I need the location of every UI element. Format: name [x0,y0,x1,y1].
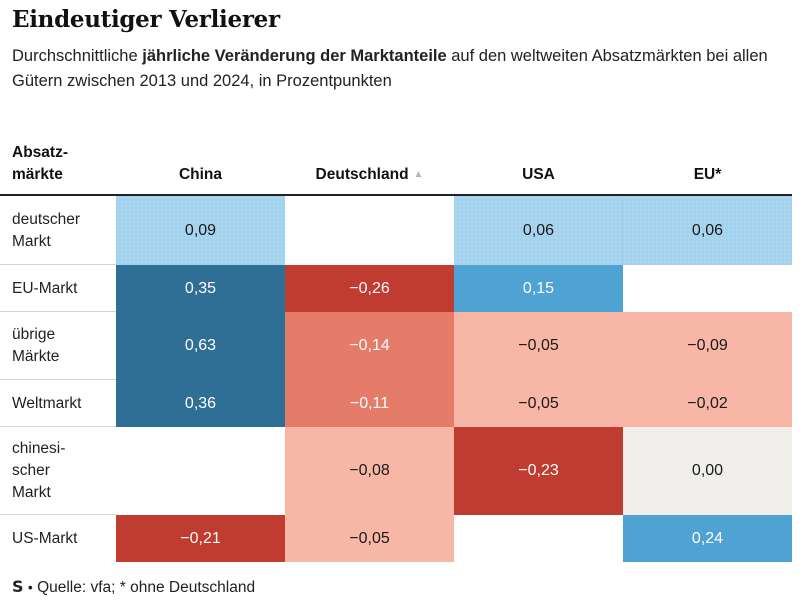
chart-footer: S • Quelle: vfa; * ohne Deutschland [12,577,255,597]
heatmap-cell: −0,05 [454,380,623,427]
chart-subtitle: Durchschnittliche jährliche Veränderung … [12,44,792,94]
heatmap-cell: −0,02 [623,380,792,427]
heatmap-cell: −0,23 [454,427,623,515]
row-divider [0,514,116,515]
heatmap-cell: −0,11 [285,380,454,427]
heatmap-cell: 0,24 [623,515,792,562]
subtitle-bold: jährliche Veränderung der Marktanteile [142,47,447,65]
heatmap-cell: 0,35 [116,265,285,312]
subtitle-part1: Durchschnittliche [12,47,143,65]
column-header-label: China [178,166,223,183]
column-header-label: Deutschland [315,166,409,183]
heatmap-cell: 0,06 [623,196,792,265]
heatmap-cell: −0,05 [454,312,623,380]
column-header-label: USA [522,166,555,183]
heatmap-cell: −0,14 [285,312,454,380]
row-divider [0,264,116,265]
row-divider [0,311,116,312]
chart-title: Eindeutiger Verlierer [12,6,280,33]
column-header-1[interactable]: Deutschland ▲ [285,164,454,186]
heatmap-cell: 0,00 [623,427,792,515]
heatmap-cell [116,427,285,515]
row-header-label: Absatz- märkte [12,144,68,183]
column-header-label: EU* [693,166,722,183]
heatmap-cell [623,265,792,312]
row-label: US-Markt [12,529,78,547]
heatmap-cell: 0,06 [454,196,623,265]
heatmap-cell [285,196,454,265]
row-divider [0,379,116,380]
footer-separator: • [27,579,33,595]
source-note: Quelle: vfa; * ohne Deutschland [37,579,256,596]
column-header-0[interactable]: China [116,164,285,186]
subtitle-part2: auf den weltweiten Absatzmärkten bei all… [12,47,768,90]
row-label: Weltmarkt [12,394,82,412]
heatmap-cell: 0,15 [454,265,623,312]
heatmap-cell: 0,09 [116,196,285,265]
heatmap-cell: −0,26 [285,265,454,312]
column-header-3[interactable]: EU* [623,164,792,186]
heatmap-cell: 0,63 [116,312,285,380]
column-header-2[interactable]: USA [454,164,623,186]
spiegel-logo: S [12,577,24,596]
heatmap-cell: −0,05 [285,515,454,562]
row-label: deutscher Markt [12,210,81,250]
row-divider [0,426,116,427]
row-label: chinesi- scher Markt [12,440,66,501]
heatmap-cell: 0,36 [116,380,285,427]
table-header: Absatz- märkte China Deutschland ▲ USA EU* [0,140,809,190]
heatmap-cell: −0,08 [285,427,454,515]
heatmap-cell [454,515,623,562]
sort-ascending-icon[interactable]: ▲ [413,169,424,180]
row-label: EU-Markt [12,279,78,297]
header-divider [0,194,792,196]
row-label: übrige Märkte [12,326,60,365]
heatmap-cell: −0,21 [116,515,285,562]
heatmap-cell: −0,09 [623,312,792,380]
